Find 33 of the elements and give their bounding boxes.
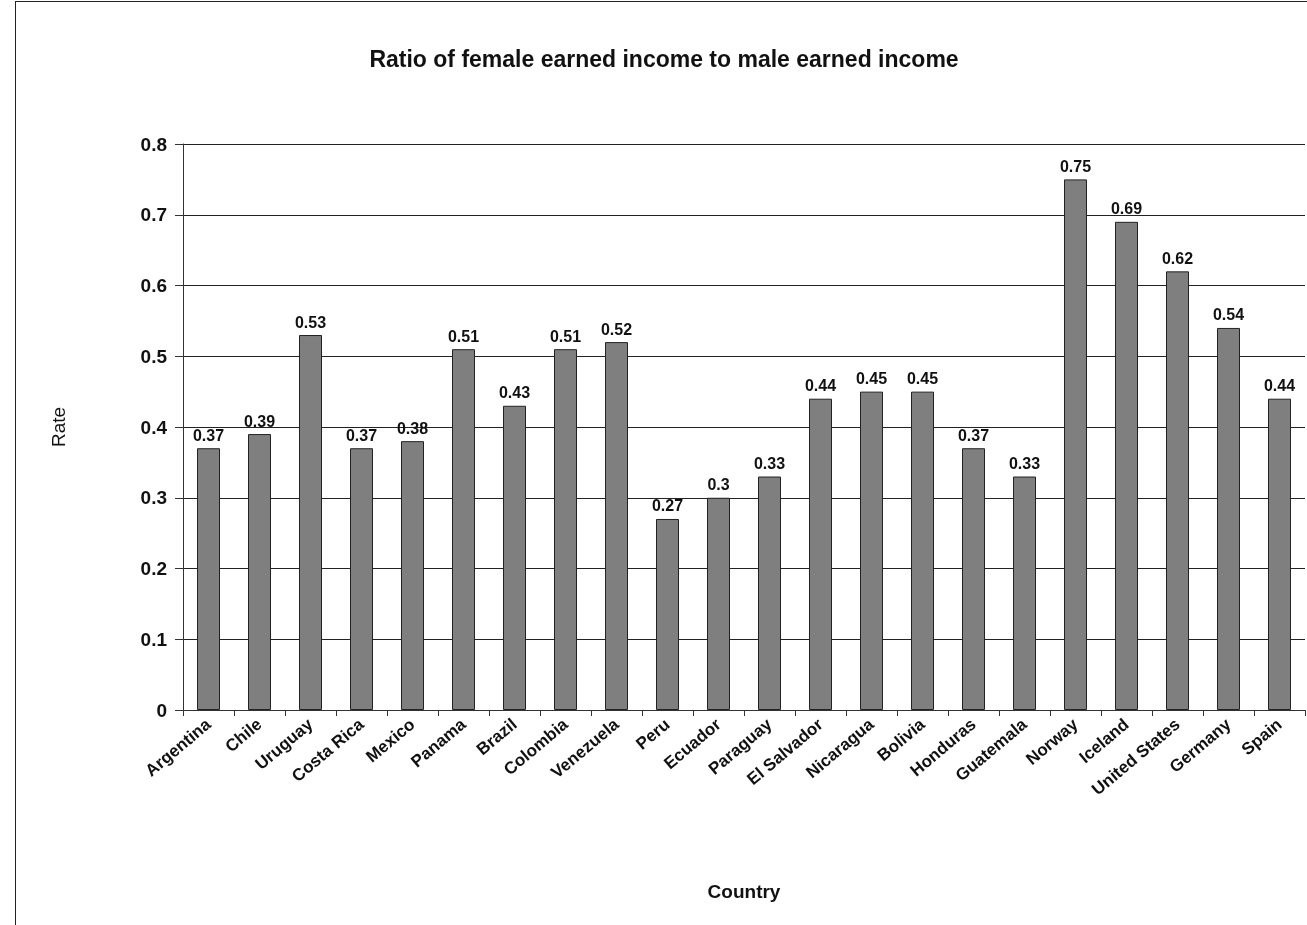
y-tick-label: 0.5 bbox=[140, 345, 168, 367]
y-tick-label: 0.8 bbox=[140, 133, 167, 155]
y-tick-label: 0.7 bbox=[140, 204, 167, 226]
data-label: 0.45 bbox=[906, 370, 939, 388]
data-label: 0.44 bbox=[804, 377, 837, 395]
data-label: 0.33 bbox=[1008, 455, 1041, 473]
data-label: 0.54 bbox=[1212, 306, 1245, 324]
y-tick-label: 0.3 bbox=[140, 487, 167, 509]
data-label: 0.53 bbox=[294, 313, 327, 331]
data-label: 0.37 bbox=[957, 426, 990, 444]
data-label: 0.27 bbox=[651, 497, 684, 515]
data-label: 0.37 bbox=[192, 426, 225, 444]
x-axis-title: Country bbox=[707, 881, 781, 902]
y-axis-title: Rate bbox=[48, 406, 69, 448]
y-tick-label: 0.2 bbox=[140, 558, 167, 579]
data-label: 0.39 bbox=[243, 412, 276, 430]
data-label: 0.37 bbox=[345, 426, 378, 444]
data-label: 0.75 bbox=[1059, 157, 1092, 175]
data-label: 0.45 bbox=[855, 370, 888, 388]
data-label: 0.33 bbox=[753, 455, 786, 473]
data-label: 0.62 bbox=[1161, 249, 1194, 267]
data-label: 0.51 bbox=[549, 327, 582, 345]
data-label: 0.43 bbox=[498, 384, 531, 402]
data-label: 0.69 bbox=[1110, 200, 1143, 218]
data-label: 0.52 bbox=[600, 320, 633, 338]
data-label: 0.44 bbox=[1263, 377, 1296, 395]
y-tick-label: 0.4 bbox=[140, 416, 168, 438]
data-label: 0.3 bbox=[707, 476, 730, 494]
y-tick-label: 0.6 bbox=[140, 275, 167, 296]
data-label: 0.51 bbox=[447, 327, 480, 345]
y-tick-label: 0 bbox=[156, 699, 167, 721]
y-tick-label: 0.1 bbox=[140, 628, 168, 650]
chart-title: Ratio of female earned income to male earned income bbox=[369, 45, 959, 72]
